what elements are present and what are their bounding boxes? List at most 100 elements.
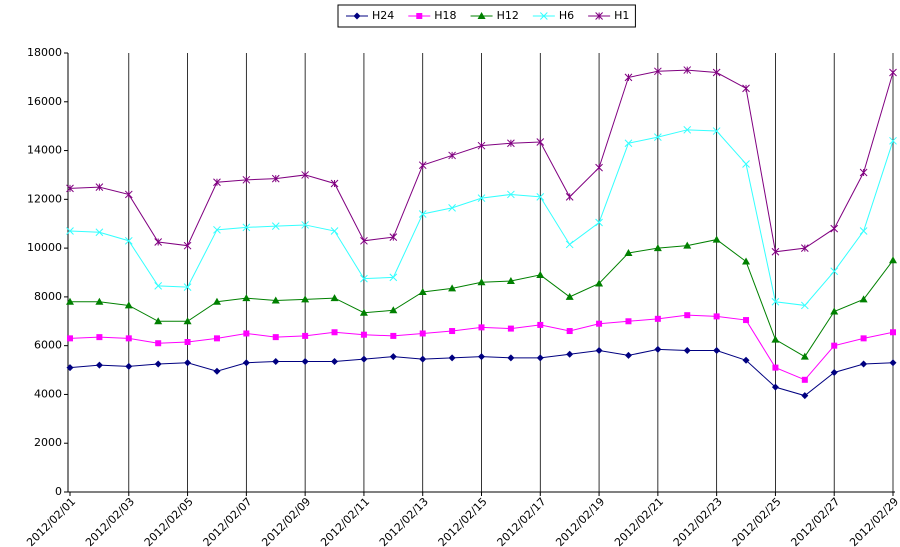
x-tick-label: 2012/02/29 bbox=[847, 495, 900, 547]
x-tick-label: 2012/02/15 bbox=[436, 495, 490, 547]
marker bbox=[595, 12, 603, 20]
y-tick-label: 4000 bbox=[34, 387, 62, 400]
x-tick-label: 2012/02/07 bbox=[201, 495, 255, 547]
marker bbox=[595, 347, 603, 355]
marker bbox=[624, 248, 633, 256]
marker bbox=[360, 274, 368, 283]
y-tick-label: 14000 bbox=[27, 144, 62, 157]
marker bbox=[800, 244, 809, 252]
marker bbox=[566, 328, 573, 335]
marker bbox=[624, 351, 632, 359]
marker bbox=[271, 174, 280, 183]
y-tick-label: 10000 bbox=[27, 241, 62, 254]
x-tick-label: 2012/02/13 bbox=[377, 495, 431, 547]
marker bbox=[859, 295, 868, 303]
marker bbox=[742, 160, 750, 168]
marker bbox=[154, 360, 162, 368]
marker bbox=[596, 320, 603, 327]
marker bbox=[683, 241, 692, 249]
marker bbox=[155, 340, 162, 347]
marker bbox=[67, 335, 73, 342]
marker bbox=[713, 347, 721, 355]
marker bbox=[124, 301, 133, 309]
marker bbox=[859, 227, 868, 235]
marker bbox=[124, 190, 133, 199]
marker bbox=[507, 139, 515, 148]
marker bbox=[184, 339, 191, 346]
y-tick-label: 0 bbox=[55, 485, 62, 498]
marker bbox=[301, 171, 309, 179]
marker bbox=[536, 138, 545, 146]
marker bbox=[213, 335, 220, 342]
marker bbox=[184, 359, 192, 367]
x-tick-label: 2012/02/19 bbox=[553, 495, 607, 547]
marker bbox=[742, 257, 751, 265]
legend: H24 H18 H12 H6 H1 bbox=[337, 4, 636, 28]
marker bbox=[890, 329, 896, 336]
marker bbox=[683, 347, 691, 355]
marker bbox=[713, 313, 720, 320]
marker bbox=[301, 358, 309, 366]
marker bbox=[331, 358, 339, 366]
marker bbox=[213, 225, 221, 234]
marker bbox=[448, 151, 456, 160]
marker bbox=[477, 12, 486, 19]
marker bbox=[860, 335, 867, 342]
marker bbox=[536, 270, 545, 278]
legend-label: H12 bbox=[497, 9, 519, 22]
marker bbox=[624, 139, 633, 148]
marker bbox=[301, 221, 309, 229]
marker bbox=[800, 301, 809, 310]
marker bbox=[360, 236, 368, 245]
x-tick-label: 2012/02/27 bbox=[788, 495, 842, 547]
marker bbox=[448, 284, 457, 292]
marker bbox=[330, 294, 339, 302]
x-tick-label: 2012/02/17 bbox=[495, 495, 549, 547]
marker bbox=[330, 179, 339, 188]
marker bbox=[859, 168, 868, 177]
x-tick-label: 2012/02/01 bbox=[24, 495, 78, 547]
marker bbox=[212, 297, 221, 305]
marker bbox=[536, 193, 545, 201]
marker bbox=[565, 240, 574, 249]
marker bbox=[507, 354, 515, 362]
marker bbox=[684, 312, 691, 319]
marker bbox=[653, 244, 662, 252]
marker bbox=[800, 352, 809, 360]
marker bbox=[654, 67, 662, 76]
marker bbox=[595, 218, 603, 227]
marker bbox=[360, 331, 367, 338]
marker bbox=[271, 296, 280, 304]
marker bbox=[124, 236, 133, 245]
x-tick-label: 2012/02/09 bbox=[259, 495, 313, 547]
marker bbox=[537, 321, 544, 328]
marker bbox=[771, 383, 779, 391]
marker bbox=[683, 125, 692, 134]
marker bbox=[565, 292, 574, 300]
x-tick-label: 2012/02/25 bbox=[730, 495, 784, 547]
marker bbox=[654, 345, 662, 353]
marker bbox=[889, 136, 897, 145]
marker bbox=[418, 210, 427, 218]
marker bbox=[771, 335, 780, 343]
marker bbox=[889, 68, 897, 77]
marker bbox=[213, 178, 221, 187]
marker bbox=[360, 355, 368, 363]
marker bbox=[478, 324, 485, 331]
marker bbox=[389, 306, 398, 314]
marker bbox=[506, 277, 515, 285]
marker bbox=[272, 358, 280, 366]
marker bbox=[66, 184, 74, 193]
y-tick-label: 2000 bbox=[34, 436, 62, 449]
marker bbox=[507, 325, 514, 332]
marker bbox=[95, 183, 104, 191]
marker bbox=[154, 317, 163, 325]
marker bbox=[330, 227, 339, 235]
marker bbox=[712, 68, 721, 77]
marker bbox=[302, 332, 309, 339]
legend-label: H24 bbox=[372, 9, 394, 22]
y-tick-label: 12000 bbox=[27, 192, 62, 205]
marker bbox=[801, 392, 809, 400]
marker bbox=[416, 13, 423, 19]
